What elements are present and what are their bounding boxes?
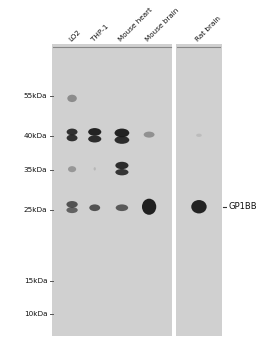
Ellipse shape <box>89 204 100 211</box>
Ellipse shape <box>66 201 78 208</box>
Text: 40kDa: 40kDa <box>24 133 47 139</box>
Text: 35kDa: 35kDa <box>24 167 47 173</box>
Bar <box>176 44 222 336</box>
Text: 15kDa: 15kDa <box>24 278 47 284</box>
Ellipse shape <box>144 132 155 138</box>
Text: THP-1: THP-1 <box>91 23 110 42</box>
Ellipse shape <box>66 207 78 213</box>
Text: 10kDa: 10kDa <box>24 311 47 317</box>
Ellipse shape <box>88 135 101 142</box>
Text: LO2: LO2 <box>68 28 82 42</box>
Text: Mouse heart: Mouse heart <box>118 6 154 42</box>
Ellipse shape <box>94 167 96 170</box>
Text: 25kDa: 25kDa <box>24 207 47 213</box>
Ellipse shape <box>68 166 76 172</box>
Ellipse shape <box>142 199 156 215</box>
Text: Mouse brain: Mouse brain <box>145 7 180 42</box>
Ellipse shape <box>67 128 77 135</box>
Ellipse shape <box>116 204 128 211</box>
Ellipse shape <box>115 136 129 144</box>
Ellipse shape <box>115 128 129 137</box>
Ellipse shape <box>115 169 128 175</box>
Text: Rat brain: Rat brain <box>195 15 222 42</box>
Text: GP1BB: GP1BB <box>229 202 257 211</box>
Ellipse shape <box>196 134 202 137</box>
Text: 55kDa: 55kDa <box>24 93 47 99</box>
Ellipse shape <box>88 128 101 136</box>
Bar <box>52 44 172 336</box>
Ellipse shape <box>191 200 207 214</box>
Ellipse shape <box>115 162 128 169</box>
Ellipse shape <box>67 95 77 102</box>
Ellipse shape <box>67 135 77 141</box>
